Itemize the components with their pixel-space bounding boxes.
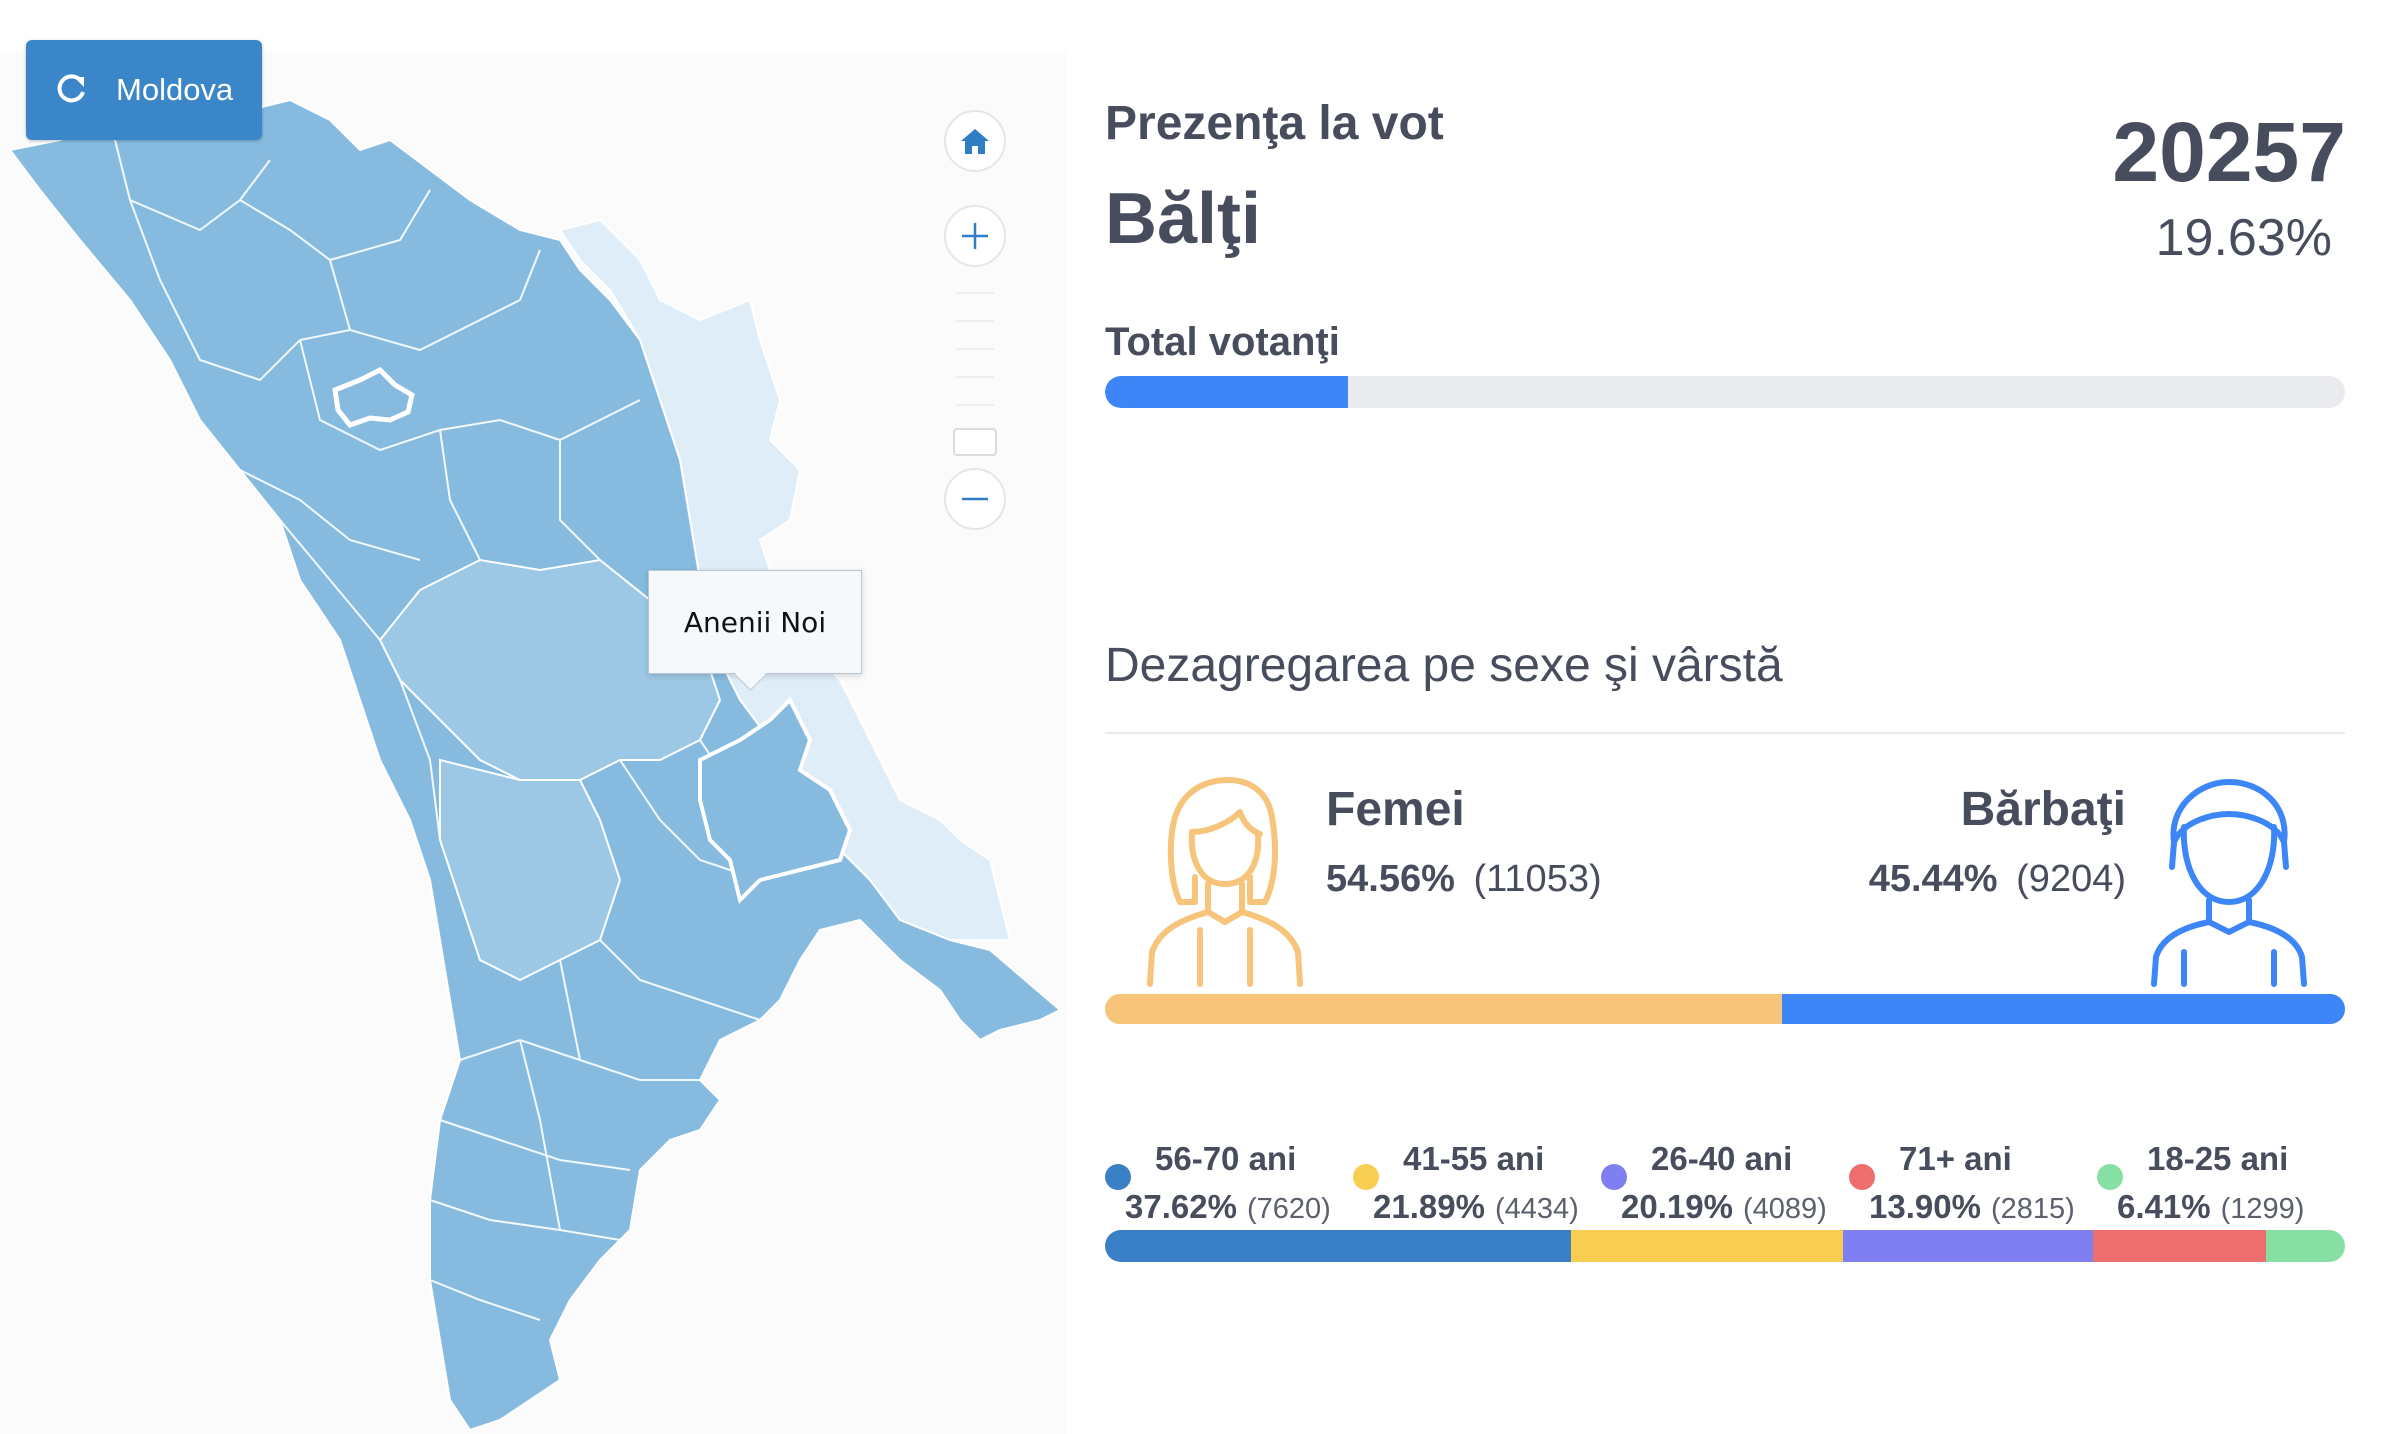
zoom-out-button[interactable] (944, 468, 1006, 530)
map-district-balti[interactable] (332, 366, 415, 428)
female-stats: 54.56% (11053) (1326, 858, 1602, 901)
age-group-value: 21.89% (4434) (1373, 1188, 1579, 1226)
zoom-tick (956, 376, 994, 378)
map-district-anenii-noi[interactable] (698, 696, 853, 904)
gender-bar (1105, 994, 2345, 1024)
section-title: Dezagregarea pe sexe şi vârstă (1105, 639, 1783, 692)
age-group-count: (4089) (1742, 1193, 1827, 1225)
female-count: (11053) (1473, 858, 1602, 900)
age-bar (1105, 1230, 2345, 1262)
age-legend-dot (1105, 1164, 1131, 1190)
male-label: Bărbaţi (1960, 783, 2126, 836)
male-percent: 45.44% (1868, 858, 1998, 900)
age-group-percent: 20.19% (1621, 1188, 1733, 1225)
age-group-label: 26-40 ani (1651, 1140, 1793, 1177)
zoom-in-button[interactable] (944, 205, 1006, 267)
zoom-tick (956, 320, 994, 322)
home-zoom-button[interactable] (944, 110, 1006, 172)
age-group-value: 13.90% (2815) (1869, 1188, 2075, 1226)
reset-moldova-button[interactable]: Moldova (26, 40, 262, 140)
female-label: Femei (1326, 783, 1465, 836)
zoom-tick (956, 404, 994, 406)
turnout-percent: 19.63% (2155, 209, 2332, 267)
refresh-icon (57, 74, 85, 103)
age-group-percent: 6.41% (2117, 1188, 2211, 1225)
plus-icon (962, 223, 988, 249)
map-tooltip: Anenii Noi (648, 570, 862, 691)
age-group-percent: 13.90% (1869, 1188, 1981, 1225)
total-voters-label: Total votanţi (1105, 320, 1340, 364)
gender-bar-female (1105, 994, 1782, 1024)
zoom-slider-handle[interactable] (953, 428, 997, 456)
age-legend-dot (1353, 1164, 1379, 1190)
age-group-percent: 21.89% (1373, 1188, 1485, 1225)
age-group-label: 41-55 ani (1403, 1140, 1545, 1177)
page-title: Bălţi (1105, 179, 1262, 259)
age-group-value: 20.19% (4089) (1621, 1188, 1827, 1226)
age-group-count: (1299) (2220, 1193, 2305, 1225)
age-group-count: (4434) (1494, 1193, 1579, 1225)
section-divider (1105, 732, 2345, 734)
age-legend-dot (1601, 1164, 1627, 1190)
age-group-count: (2815) (1990, 1193, 2075, 1225)
total-voters-count: 20257 (2112, 105, 2346, 199)
age-group-percent: 37.62% (1125, 1188, 1237, 1225)
moldova-map[interactable] (0, 0, 1066, 1434)
age-bar-segment (2093, 1230, 2266, 1262)
age-group-value: 6.41% (1299) (2117, 1188, 2304, 1226)
turnout-bar-fill (1105, 376, 1349, 408)
age-bar-segment (1842, 1230, 2094, 1262)
female-icon (1147, 777, 1303, 987)
age-group-label: 18-25 ani (2147, 1140, 2289, 1177)
age-legend-dot (1849, 1164, 1875, 1190)
gender-bar-male (1781, 994, 2345, 1024)
home-icon (961, 129, 989, 154)
turnout-bar (1105, 376, 2345, 408)
map-tooltip-label: Anenii Noi (683, 605, 827, 639)
male-icon (2151, 779, 2307, 987)
age-group-value: 37.62% (7620) (1125, 1188, 1331, 1226)
age-legend-dot (2097, 1164, 2123, 1190)
reset-moldova-label: Moldova (116, 72, 234, 107)
age-bar-segment (1105, 1230, 1572, 1262)
age-bar-segment (2265, 1230, 2345, 1262)
page-subtitle: Prezenţa la vot (1105, 97, 1444, 150)
male-count: (9204) (2016, 858, 2126, 900)
minus-icon (962, 497, 988, 501)
age-bar-segment (1571, 1230, 1843, 1262)
female-percent: 54.56% (1326, 858, 1455, 900)
male-stats: 45.44% (9204) (1869, 858, 2126, 901)
age-group-label: 56-70 ani (1155, 1140, 1297, 1177)
zoom-tick (956, 292, 994, 294)
zoom-tick (956, 348, 994, 350)
age-group-count: (7620) (1246, 1193, 1331, 1225)
age-group-label: 71+ ani (1899, 1140, 2012, 1177)
